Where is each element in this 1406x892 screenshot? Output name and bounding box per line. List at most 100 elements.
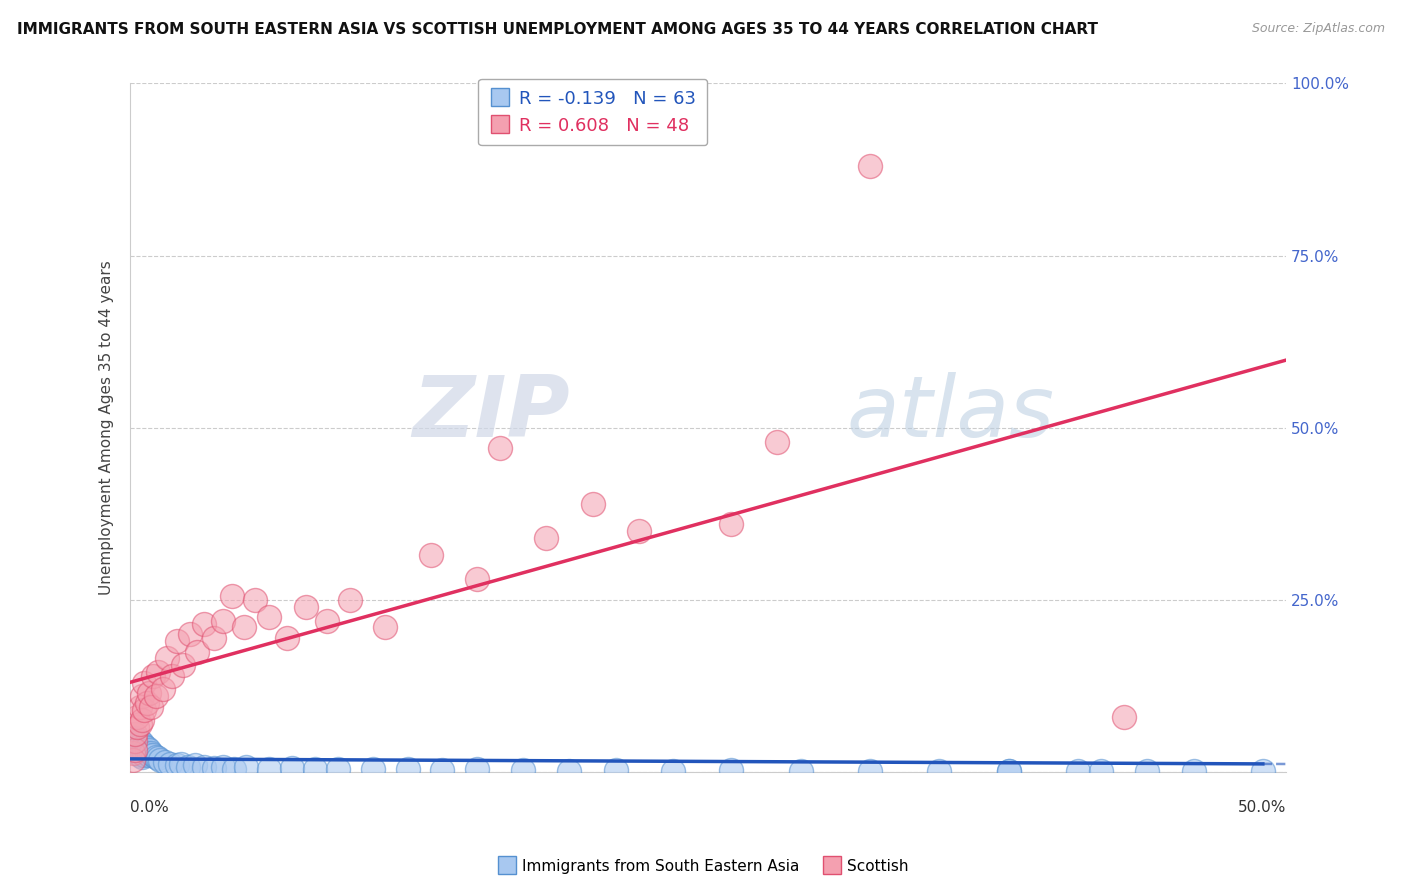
Point <box>720 763 742 777</box>
Point <box>152 682 174 697</box>
Point <box>145 690 167 704</box>
Point <box>127 720 149 734</box>
Point <box>173 658 195 673</box>
Point <box>166 634 188 648</box>
Point <box>124 731 146 745</box>
Point <box>135 746 157 760</box>
Point <box>581 496 603 510</box>
Point <box>859 764 882 779</box>
Point <box>1251 764 1274 779</box>
Point <box>179 627 201 641</box>
Point <box>131 746 153 760</box>
Point <box>396 762 419 776</box>
Point <box>419 548 441 562</box>
Point <box>512 763 534 777</box>
Point <box>138 747 160 762</box>
Point <box>202 761 225 775</box>
Point <box>121 746 143 760</box>
Text: 50.0%: 50.0% <box>1237 799 1286 814</box>
Point <box>146 751 169 765</box>
Point <box>131 714 153 728</box>
Point <box>124 734 146 748</box>
Point <box>145 750 167 764</box>
Point <box>193 759 215 773</box>
Point <box>138 743 160 757</box>
Point <box>432 763 454 777</box>
Legend: Immigrants from South Eastern Asia, Scottish: Immigrants from South Eastern Asia, Scot… <box>492 853 914 880</box>
Point <box>339 593 361 607</box>
Point <box>135 696 157 710</box>
Text: IMMIGRANTS FROM SOUTH EASTERN ASIA VS SCOTTISH UNEMPLOYMENT AMONG AGES 35 TO 44 : IMMIGRANTS FROM SOUTH EASTERN ASIA VS SC… <box>17 22 1098 37</box>
Point <box>127 743 149 757</box>
Point <box>166 758 188 772</box>
Point <box>149 753 172 767</box>
Point <box>127 732 149 747</box>
Point <box>257 762 280 776</box>
Point <box>224 762 246 776</box>
Point <box>328 762 350 776</box>
Point <box>465 572 488 586</box>
Point <box>142 668 165 682</box>
Point <box>605 763 627 777</box>
Point <box>766 434 789 449</box>
Point <box>184 758 207 772</box>
Point <box>170 756 193 771</box>
Point <box>138 686 160 700</box>
Point <box>789 764 811 778</box>
Point <box>1114 710 1136 724</box>
Text: Source: ZipAtlas.com: Source: ZipAtlas.com <box>1251 22 1385 36</box>
Point <box>124 741 146 756</box>
Point <box>131 741 153 756</box>
Legend: R = -0.139   N = 63, R = 0.608   N = 48: R = -0.139 N = 63, R = 0.608 N = 48 <box>478 78 707 145</box>
Point <box>361 762 384 776</box>
Point <box>1090 764 1112 779</box>
Point <box>128 717 150 731</box>
Point <box>257 610 280 624</box>
Point <box>211 614 233 628</box>
Point <box>997 764 1019 779</box>
Point <box>276 631 298 645</box>
Text: ZIP: ZIP <box>412 373 569 456</box>
Point <box>121 739 143 753</box>
Point <box>160 668 183 682</box>
Point <box>134 703 156 717</box>
Point <box>121 734 143 748</box>
Point <box>134 744 156 758</box>
Point <box>128 734 150 748</box>
Point <box>315 614 337 628</box>
Text: 0.0%: 0.0% <box>131 799 169 814</box>
Point <box>139 699 162 714</box>
Point <box>134 747 156 762</box>
Point <box>131 736 153 750</box>
Point <box>124 736 146 750</box>
Point <box>859 159 882 173</box>
Text: atlas: atlas <box>846 373 1054 456</box>
Point <box>128 744 150 758</box>
Point <box>128 747 150 762</box>
Point <box>465 762 488 776</box>
Point <box>928 764 950 778</box>
Point <box>281 761 304 775</box>
Point <box>193 617 215 632</box>
Point <box>177 759 200 773</box>
Point <box>128 739 150 753</box>
Point <box>627 524 650 538</box>
Point <box>139 746 162 760</box>
Point <box>134 739 156 753</box>
Point <box>662 764 685 778</box>
Point <box>159 756 181 771</box>
Point <box>202 631 225 645</box>
Point <box>304 762 326 776</box>
Y-axis label: Unemployment Among Ages 35 to 44 years: Unemployment Among Ages 35 to 44 years <box>100 260 114 595</box>
Point <box>1182 764 1205 779</box>
Point <box>146 665 169 680</box>
Point <box>558 764 581 778</box>
Point <box>489 442 512 456</box>
Point <box>127 710 149 724</box>
Point <box>156 651 179 665</box>
Point <box>134 675 156 690</box>
Point <box>127 746 149 760</box>
Point <box>1067 764 1090 778</box>
Point <box>221 590 243 604</box>
Point <box>235 759 257 773</box>
